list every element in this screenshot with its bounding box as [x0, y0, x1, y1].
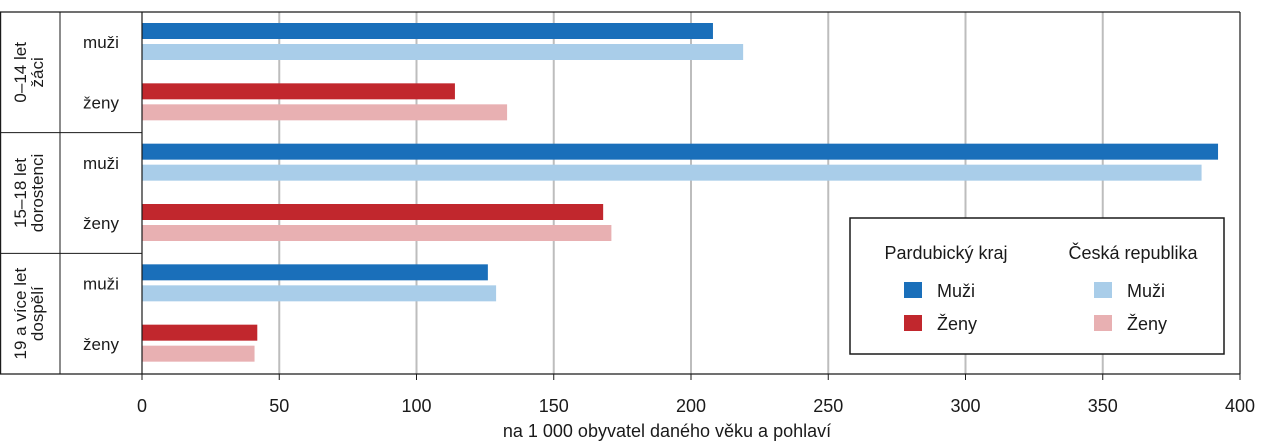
x-tick-label: 350	[1088, 396, 1118, 416]
bar-pardubicky-kraj	[142, 324, 258, 341]
x-tick-label: 250	[813, 396, 843, 416]
x-tick-label: 150	[539, 396, 569, 416]
group-label-line: 0–14 let	[11, 42, 30, 103]
legend-label: Muži	[1127, 281, 1165, 301]
x-tick-label: 50	[269, 396, 289, 416]
legend-label: Muži	[937, 281, 975, 301]
group-label: 19 a více letdospělí	[11, 268, 47, 360]
bars	[142, 23, 1219, 362]
group-label-line: žáci	[28, 57, 47, 87]
bar-pardubicky-kraj	[142, 83, 455, 100]
bar-ceska-republika	[142, 285, 497, 302]
group-label-line: dospělí	[28, 286, 47, 341]
legend-label: Ženy	[937, 314, 977, 334]
row-label: muži	[83, 33, 119, 52]
bar-ceska-republika	[142, 104, 508, 121]
bar-ceska-republika	[142, 225, 612, 241]
group-label-line: dorostenci	[28, 154, 47, 232]
bar-pardubicky-kraj	[142, 23, 713, 39]
plot-frame	[0, 11, 1241, 375]
legend-title-ceska-republika: Česká republika	[1068, 242, 1198, 263]
bar-ceska-republika	[142, 44, 744, 60]
row-label: muži	[83, 275, 119, 294]
bar-ceska-republika	[142, 164, 1202, 181]
row-label: muži	[83, 154, 119, 173]
legend-swatch	[904, 315, 922, 331]
row-label: ženy	[83, 214, 119, 233]
row-label: ženy	[83, 94, 119, 113]
x-tick-label: 200	[676, 396, 706, 416]
group-label: 0–14 letžáci	[11, 42, 47, 103]
x-tick-label: 400	[1225, 396, 1255, 416]
x-tick-label: 100	[401, 396, 431, 416]
group-label: 15–18 letdorostenci	[11, 154, 47, 232]
bar-pardubicky-kraj	[142, 143, 1219, 160]
group-label-line: 15–18 let	[11, 158, 30, 228]
legend-title-pardubicky-kraj: Pardubický kraj	[884, 243, 1007, 263]
x-tick-label: 0	[137, 396, 147, 416]
legend-label: Ženy	[1127, 314, 1167, 334]
bar-pardubicky-kraj	[142, 264, 488, 281]
grid-lines	[278, 12, 1104, 374]
x-tick-label: 300	[950, 396, 980, 416]
group-label-line: 19 a více let	[11, 268, 30, 360]
legend-swatch	[904, 282, 922, 298]
legend: Pardubický kraj Česká republika Muži Ženy Mu…	[849, 217, 1225, 355]
row-label: ženy	[83, 335, 119, 354]
legend-swatch	[1094, 282, 1112, 298]
y-axis-labels: 0–14 letžáci muži ženy 15–18 letdorostenci m…	[11, 33, 119, 359]
x-axis-ticks: 0 50 100 150 200 250 300 350 400	[137, 374, 1255, 416]
x-axis-label: na 1 000 obyvatel daného věku a pohlaví	[503, 421, 831, 441]
bar-pardubicky-kraj	[142, 204, 604, 220]
legend-swatch	[1094, 315, 1112, 331]
bar-ceska-republika	[142, 345, 255, 362]
